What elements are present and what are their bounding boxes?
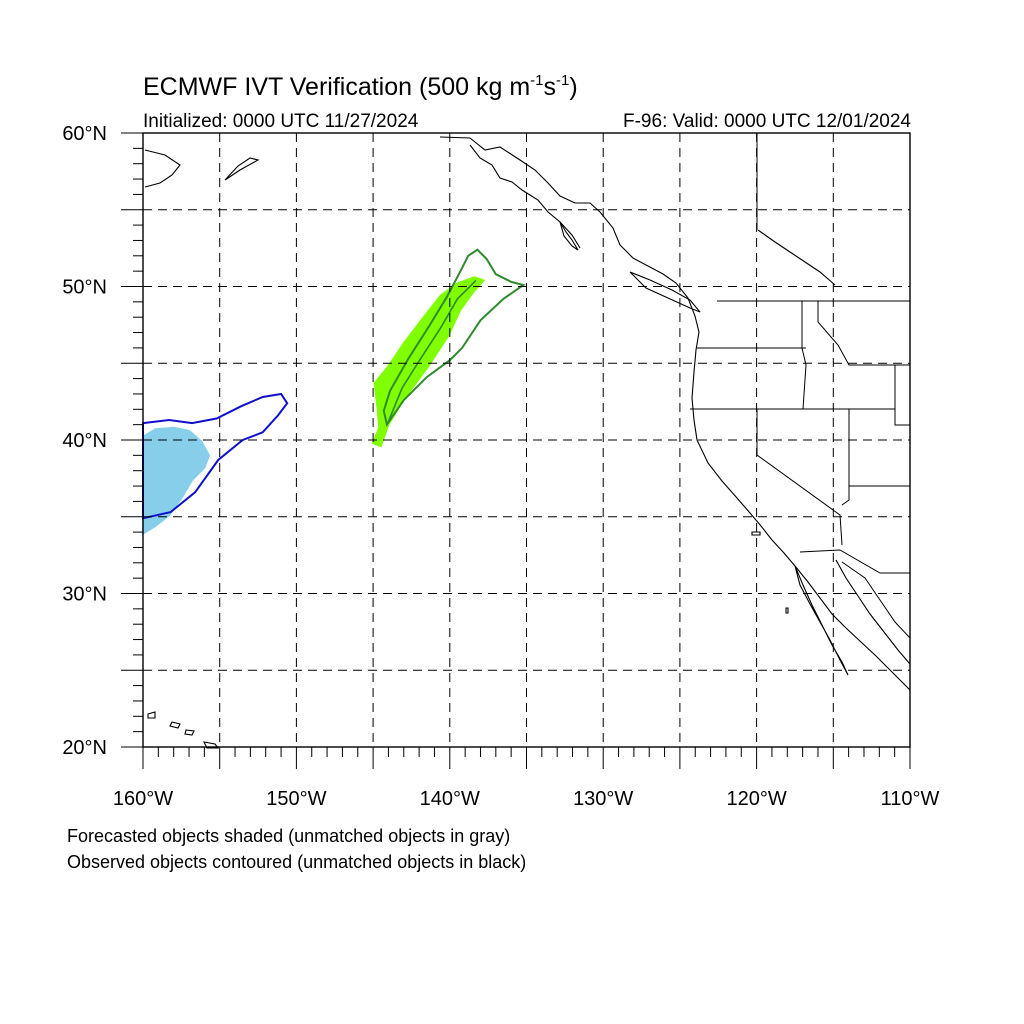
border-wyoming — [894, 365, 910, 426]
lon-tick-label: 140°W — [420, 788, 480, 810]
island-channel-1 — [751, 531, 761, 536]
lon-tick-label: 160°W — [113, 788, 173, 810]
island-hawaii-oahu — [169, 721, 181, 729]
island-hawaii-kauai — [147, 711, 156, 719]
border-montana — [817, 301, 910, 366]
coastlines — [144, 136, 911, 749]
chart-title: ECMWF IVT Verification (500 kg m-1s-1) — [143, 72, 578, 101]
lat-tick-label: 20°N — [62, 737, 107, 759]
lon-tick-label: 110°W — [881, 788, 940, 810]
island-haida-gwaii — [559, 221, 579, 251]
observed-object-1 — [382, 248, 526, 428]
border-mexico-states — [841, 561, 911, 639]
initialized-label: Initialized: 0000 UTC 11/27/2024 — [143, 111, 419, 132]
coastline-alaska-islands — [469, 144, 581, 249]
lat-tick-label: 30°N — [62, 584, 107, 606]
observed-object-axis-1 — [387, 279, 477, 422]
lat-tick-label: 50°N — [62, 277, 107, 299]
political-borders — [690, 133, 911, 639]
forecast-object-2 — [142, 426, 211, 536]
lat-lon-grid — [143, 133, 910, 747]
legend-note-forecast: Forecasted objects shaded (unmatched obj… — [67, 826, 511, 846]
ivt-objects — [142, 248, 526, 536]
border-california-nevada — [756, 409, 843, 546]
lon-tick-label: 130°W — [573, 788, 633, 810]
border-us-mexico — [799, 549, 910, 574]
island-hawaii-big — [203, 741, 220, 749]
lat-tick-label: 40°N — [62, 430, 107, 452]
coastline-alaska-islands-west — [224, 157, 260, 181]
lat-tick-label: 60°N — [62, 123, 107, 145]
island-guadalupe — [785, 607, 789, 614]
coastline-alaska-peninsula — [144, 149, 181, 188]
coastline-baja-california — [794, 565, 849, 676]
map-frame — [121, 132, 911, 769]
coastline-inland-water — [757, 229, 836, 286]
island-hawaii-maui — [184, 729, 195, 736]
coastline-north-america — [439, 136, 911, 691]
border-idaho — [801, 301, 807, 410]
legend-note-observed: Observed objects contoured (unmatched ob… — [67, 852, 527, 872]
coastline-gulf-of-california — [835, 559, 911, 665]
island-vancouver — [629, 271, 701, 313]
observed-object-3 — [142, 392, 289, 520]
lon-tick-label: 150°W — [266, 788, 326, 810]
axis-labels: 60°N 50°N 40°N 30°N 20°N 160°W 150°W 140°W 130°W… — [62, 123, 939, 810]
border-nevada-utah — [841, 409, 850, 506]
lon-tick-label: 120°W — [726, 788, 786, 810]
valid-time-label: F-96: Valid: 0000 UTC 12/01/2024 — [623, 111, 911, 132]
